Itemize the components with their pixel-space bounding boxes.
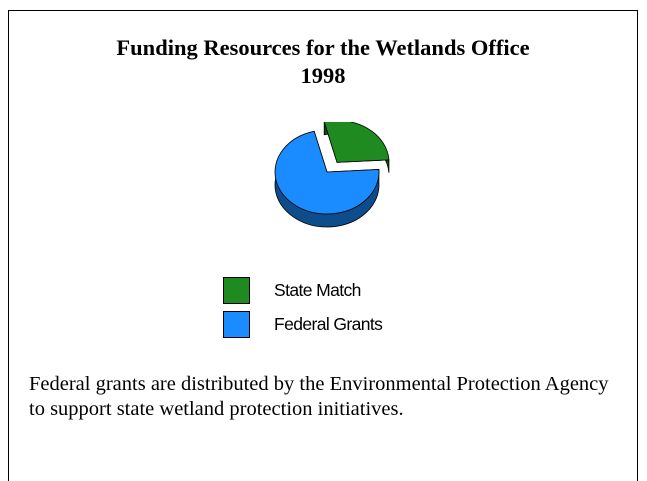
slide-frame [8,10,638,481]
chart-title: Funding Resources for the Wetlands Offic… [116,35,530,60]
caption-text: Federal grants are distributed by the En… [29,373,609,420]
pie-slice-state-match [323,122,390,163]
pie-chart [274,122,390,228]
pie-slices [274,122,390,215]
pie-slice-federal-grants [274,130,380,215]
legend-label-state-match: State Match [274,280,361,300]
chart-subtitle: 1998 [300,63,346,88]
legend-swatch-state-match [223,277,250,304]
chart-title-block: Funding Resources for the Wetlands Offic… [8,34,638,90]
legend-swatch-federal-grants [223,311,250,338]
legend-label-federal-grants: Federal Grants [274,314,383,334]
